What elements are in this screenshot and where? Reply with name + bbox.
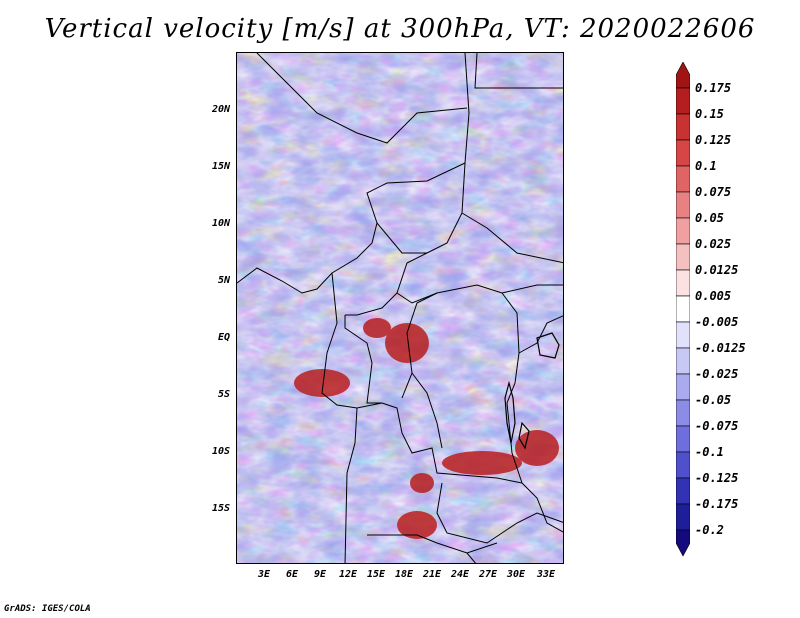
colorbar-segment (676, 347, 690, 375)
colorbar-segment (676, 451, 690, 479)
map-panel (236, 52, 564, 564)
convection-cluster-south (397, 430, 559, 539)
colorbar-segment (676, 269, 690, 297)
colorbar-label: 0.05 (695, 211, 724, 225)
colorbar-segment (676, 217, 690, 245)
colorbar-segment (676, 321, 690, 349)
colorbar-segment (676, 62, 690, 89)
lon-label: 24E (450, 569, 470, 580)
colorbar-segment (676, 399, 690, 427)
colorbar-label: -0.075 (695, 419, 739, 433)
colorbar-segment (676, 165, 690, 193)
colorbar-segments (676, 62, 690, 557)
colorbar-segment (676, 87, 690, 115)
lon-label: 9E (313, 569, 327, 580)
lat-label: 15S (211, 503, 230, 514)
colorbar-segment (676, 113, 690, 141)
colorbar-segment (676, 425, 690, 453)
colorbar-segment (676, 191, 690, 219)
colorbar-label: 0.025 (695, 237, 732, 251)
lon-label: 15E (366, 569, 386, 580)
colorbar-label: -0.05 (695, 393, 732, 407)
lat-label: 10N (211, 218, 230, 229)
chart-title: Vertical velocity [m/s] at 300hPa, VT: 2… (44, 14, 756, 44)
colorbar-label: -0.2 (695, 523, 724, 537)
colorbar-segment (676, 373, 690, 401)
lon-label: 21E (422, 569, 442, 580)
colorbar-label: 0.0125 (695, 263, 739, 277)
colorbar-segment (676, 503, 690, 531)
field-noise (237, 53, 563, 563)
lat-label: EQ (217, 332, 230, 343)
colorbar-label: -0.125 (695, 471, 739, 485)
convection-cluster-congo (294, 318, 429, 397)
colorbar-label: 0.175 (695, 81, 732, 95)
colorbar-label: -0.0125 (695, 341, 746, 355)
lat-label: 10S (211, 446, 230, 457)
colorbar-segment (676, 477, 690, 505)
lon-label: 27E (478, 569, 498, 580)
colorbar-segment (676, 529, 690, 557)
colorbar-label: 0.125 (695, 133, 732, 147)
lon-label: 3E (257, 569, 271, 580)
colorbar (676, 62, 690, 557)
lon-label: 12E (338, 569, 358, 580)
colorbar-label: -0.025 (695, 367, 739, 381)
lat-label: 20N (211, 104, 230, 115)
lat-label: 5S (217, 389, 230, 400)
lat-label: 5N (217, 275, 230, 286)
colorbar-segment (676, 243, 690, 271)
lakes (504, 332, 560, 450)
colorbar-label: 0.15 (695, 107, 724, 121)
colorbar-label: -0.005 (695, 315, 739, 329)
lon-label: 33E (536, 569, 556, 580)
lon-label: 18E (394, 569, 414, 580)
country-borders (237, 53, 563, 563)
colorbar-segment (676, 295, 690, 323)
colorbar-label: 0.005 (695, 289, 732, 303)
colorbar-label: -0.175 (695, 497, 739, 511)
lat-label: 15N (211, 161, 230, 172)
colorbar-segment (676, 139, 690, 167)
credit-text: GrADS: IGES/COLA (4, 604, 91, 614)
lon-label: 30E (506, 569, 526, 580)
lon-label: 6E (285, 569, 299, 580)
colorbar-label: 0.075 (695, 185, 732, 199)
colorbar-label: 0.1 (695, 159, 717, 173)
colorbar-label: -0.1 (695, 445, 724, 459)
velocity-field (237, 53, 563, 563)
